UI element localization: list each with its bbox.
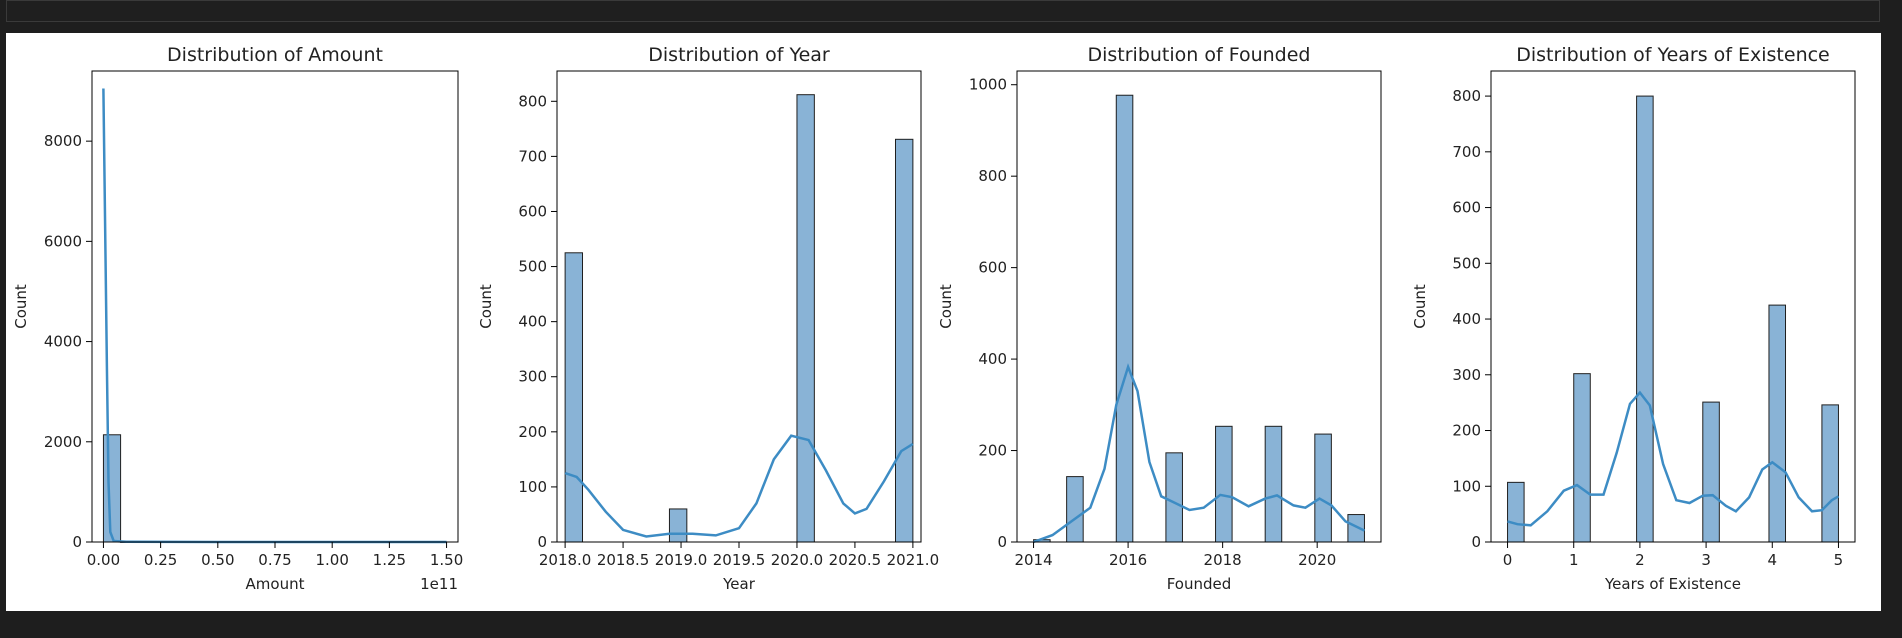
y-tick-label: 700 — [1452, 143, 1481, 161]
histogram-bar — [102, 434, 122, 543]
y-tick-label: 2000 — [44, 433, 82, 451]
y-tick-label: 8000 — [44, 132, 82, 150]
histogram-bar — [1768, 304, 1787, 543]
chart-panel-4: 0 1 2 3 4 5 0 100 200 300 400 500 600 700 800 Distribut… — [1411, 44, 1856, 593]
histogram-bar — [564, 252, 584, 543]
y-tick-label: 300 — [1452, 366, 1481, 384]
kde-line — [1507, 390, 1840, 527]
y-tick-label: 0 — [72, 533, 82, 551]
histogram-bar — [1821, 404, 1839, 543]
axes-frame — [1016, 70, 1382, 543]
histogram-bar — [1165, 452, 1183, 543]
axes-frame — [556, 70, 922, 543]
histogram-bar — [1636, 95, 1654, 543]
x-tick-label: 1 — [1569, 551, 1579, 569]
x-tick-label: 0.50 — [201, 551, 234, 569]
x-tick-label: 2018.0 — [539, 551, 592, 569]
x-tick-label: 2020 — [1298, 551, 1336, 569]
y-tick-label: 200 — [518, 423, 547, 441]
y-tick-label: 100 — [1452, 477, 1481, 495]
x-tick-label: 2021.0 — [887, 551, 940, 569]
y-axis-label: Count — [12, 284, 30, 329]
y-tick-label: 800 — [978, 167, 1007, 185]
y-tick-label: 600 — [978, 259, 1007, 277]
histogram-bar — [1215, 425, 1233, 543]
y-tick-label: 100 — [518, 478, 547, 496]
y-tick-label: 500 — [518, 258, 547, 276]
x-tick-label: 2014 — [1014, 551, 1052, 569]
y-tick-label: 700 — [518, 147, 547, 165]
x-tick-label: 0 — [1503, 551, 1513, 569]
x-tick-label: 2018 — [1204, 551, 1242, 569]
y-axis-label: Count — [477, 284, 495, 329]
x-tick-label: 2019.5 — [713, 551, 766, 569]
histogram-figure: 0.00 0.25 0.50 0.75 1.00 1.25 1.50020004000600… — [12, 44, 1856, 593]
x-tick-label: 0.75 — [258, 551, 291, 569]
y-axis-label: Count — [937, 284, 955, 329]
histogram-bar — [1702, 401, 1720, 543]
histogram-bar — [1066, 476, 1084, 543]
y-tick-label: 0 — [537, 533, 547, 551]
y-tick-label: 0 — [997, 533, 1007, 551]
y-tick-label: 6000 — [44, 232, 82, 250]
figure-canvas: 0.00 0.25 0.50 0.75 1.00 1.25 1.50 0 2000 4000 600… — [6, 33, 1881, 611]
x-axis-label: Years of Existence — [1604, 575, 1741, 593]
kde-line — [564, 434, 914, 538]
y-tick-label: 800 — [518, 92, 547, 110]
axes-frame — [1490, 70, 1856, 543]
x-tick-label: 2016 — [1109, 551, 1147, 569]
histogram-bar — [1314, 433, 1332, 543]
histogram-bar — [796, 94, 815, 543]
chart-title: Distribution of Amount — [167, 44, 383, 66]
histogram-bar — [894, 138, 914, 543]
x-axis-label: Amount — [246, 575, 305, 593]
axes-frame — [91, 70, 459, 543]
x-tick-label: 2018.5 — [597, 551, 650, 569]
chart-panel-1: 0.00 0.25 0.50 0.75 1.00 1.25 1.50 0 2000 4000 600… — [12, 44, 463, 593]
chart-panel-3: 2014 2016 2018 2020 0 200 400 600 800 1000 Distrib… — [937, 44, 1382, 593]
y-tick-label: 4000 — [44, 333, 82, 351]
chart-title: Distribution of Founded — [1087, 44, 1310, 66]
x-axis-label: Year — [722, 575, 756, 593]
histogram-bar — [668, 508, 688, 543]
x-tick-label: 3 — [1701, 551, 1711, 569]
y-tick-label: 200 — [1452, 422, 1481, 440]
y-tick-label: 0 — [1471, 533, 1481, 551]
x-tick-label: 0.25 — [144, 551, 177, 569]
x-tick-label: 1.25 — [373, 551, 406, 569]
x-axis-label: Founded — [1167, 575, 1232, 593]
chart-title: Distribution of Year — [648, 44, 830, 66]
x-tick-label: 4 — [1767, 551, 1777, 569]
top-toolbar-strip — [6, 0, 1880, 22]
histogram-bar — [1573, 373, 1591, 543]
y-tick-label: 600 — [1452, 199, 1481, 217]
kde-line — [1033, 363, 1366, 544]
x-tick-label: 1.50 — [430, 551, 463, 569]
x-tick-label: 5 — [1834, 551, 1844, 569]
y-tick-label: 500 — [1452, 254, 1481, 272]
y-tick-label: 600 — [518, 202, 547, 220]
histogram-bar — [1115, 94, 1134, 543]
kde-line — [102, 88, 447, 544]
histogram-bar — [1264, 425, 1283, 543]
histogram-bar — [1507, 481, 1525, 543]
x-tick-label: 2019.0 — [655, 551, 708, 569]
x-tick-label: 2 — [1635, 551, 1645, 569]
y-tick-label: 200 — [978, 442, 1007, 460]
y-tick-label: 800 — [1452, 87, 1481, 105]
x-tick-label: 1.00 — [315, 551, 348, 569]
chart-panel-2: 2018.0 2018.5 2019.0 2019.5 2020.0 2020.5 2021… — [477, 44, 939, 593]
y-tick-label: 400 — [518, 313, 547, 331]
y-tick-label: 400 — [1452, 310, 1481, 328]
chart-title: Distribution of Years of Existence — [1516, 44, 1830, 66]
x-axis-offset-label: 1e11 — [420, 575, 458, 593]
y-axis-label: Count — [1411, 284, 1429, 329]
x-tick-label: 2020.0 — [771, 551, 824, 569]
y-tick-label: 1000 — [969, 76, 1007, 94]
y-tick-label: 300 — [518, 368, 547, 386]
x-tick-label: 0.00 — [87, 551, 120, 569]
x-tick-label: 2020.5 — [829, 551, 882, 569]
y-tick-label: 400 — [978, 350, 1007, 368]
